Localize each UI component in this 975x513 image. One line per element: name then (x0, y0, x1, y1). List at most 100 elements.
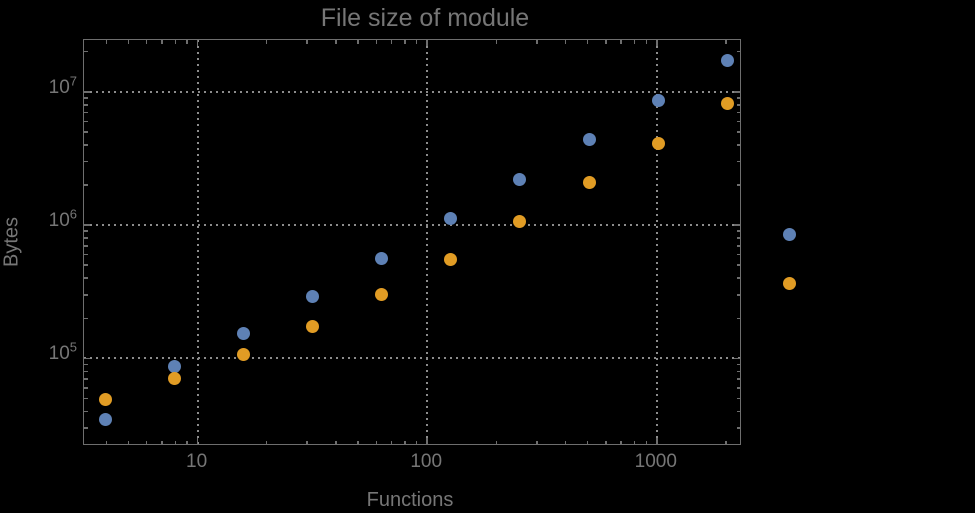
y-tick (736, 294, 740, 296)
x-tick (196, 438, 199, 444)
y-tick (84, 294, 88, 296)
x-tick (390, 40, 393, 44)
data-point-series-orange-x64 (375, 288, 389, 302)
y-tick (84, 378, 88, 380)
data-point-series-orange-x128 (444, 253, 458, 267)
data-point-series-blue-x64 (375, 252, 389, 266)
y-tick-label-1e5: 105 (0, 340, 77, 365)
y-tick (84, 277, 88, 279)
y-tick (736, 237, 740, 239)
data-point-series-orange-x32 (306, 320, 320, 334)
y-tick (84, 410, 88, 413)
x-gridline-10 (196, 40, 199, 444)
y-tick (736, 50, 740, 53)
x-tick (145, 40, 148, 44)
y-tick (736, 104, 740, 106)
x-tick (357, 440, 359, 444)
chart-title: File size of module (320, 4, 530, 32)
x-tick (265, 40, 268, 44)
data-point-series-blue-x2048 (720, 54, 734, 68)
x-tick (415, 40, 418, 44)
x-tick (357, 40, 359, 44)
x-tick (426, 438, 428, 444)
y-tick-label-1e6: 106 (0, 206, 77, 232)
y-tick (736, 97, 740, 99)
x-tick (633, 40, 636, 44)
x-tick (335, 440, 337, 444)
x-tick (174, 40, 177, 44)
y-tick-label-1e7: 107 (0, 75, 77, 99)
y-tick-exponent: 6 (69, 206, 77, 222)
y-tick (84, 370, 88, 373)
y-tick (84, 131, 88, 133)
y-tick (84, 427, 88, 429)
data-point-series-blue-x1024 (651, 93, 665, 107)
y-tick (736, 363, 740, 366)
data-point-series-orange-x1024 (651, 136, 665, 150)
x-tick (186, 40, 188, 44)
x-tick (656, 40, 658, 46)
y-tick (84, 357, 90, 360)
y-tick (734, 91, 740, 93)
x-tick (605, 40, 607, 44)
y-tick (84, 104, 88, 106)
data-point-series-orange-x2048 (720, 97, 734, 111)
y-gridline-1e7 (84, 90, 740, 93)
x-tick (196, 40, 199, 46)
x-tick (127, 440, 130, 444)
x-tick-label-1000: 1000 (634, 451, 677, 472)
x-tick (656, 438, 658, 444)
y-tick (84, 230, 88, 232)
x-tick (375, 440, 378, 444)
x-tick (586, 40, 589, 44)
y-tick-base: 10 (48, 210, 70, 232)
x-tick (415, 440, 418, 444)
x-tick (105, 40, 107, 44)
y-tick (736, 111, 740, 114)
y-tick (734, 357, 740, 360)
y-gridline-1e5 (84, 357, 740, 360)
y-tick (734, 224, 740, 226)
x-tick (645, 40, 648, 44)
y-tick-exponent: 5 (69, 340, 77, 356)
x-tick (645, 440, 648, 444)
y-tick-base: 10 (48, 343, 70, 365)
y-tick (84, 363, 88, 366)
data-point-series-orange-x8 (167, 371, 181, 385)
data-point-series-blue-x512 (582, 133, 596, 147)
x-tick (174, 440, 177, 444)
x-tick (186, 440, 188, 444)
y-tick (84, 245, 88, 247)
y-tick (84, 120, 88, 123)
x-tick (265, 440, 268, 444)
y-tick (84, 97, 88, 99)
y-tick (84, 387, 88, 389)
x-gridline-1000 (655, 40, 658, 444)
x-tick-label-10: 10 (186, 451, 208, 472)
y-tick (736, 317, 740, 319)
y-tick (736, 427, 740, 429)
data-point-series-blue-x32 (306, 290, 320, 304)
data-point-series-orange-x4 (98, 393, 112, 407)
y-tick (84, 160, 88, 163)
x-tick (586, 440, 589, 444)
y-tick (736, 131, 740, 133)
plot-frame (83, 39, 741, 445)
x-tick (161, 440, 163, 444)
y-tick (84, 317, 88, 319)
x-tick (145, 440, 148, 444)
y-gridline-1e6 (84, 224, 740, 227)
x-tick (404, 440, 406, 444)
x-tick (161, 40, 163, 44)
data-point-series-blue-x4 (98, 413, 112, 427)
x-axis-label: Functions (366, 489, 454, 511)
y-tick (736, 230, 740, 232)
x-tick (426, 40, 428, 46)
x-tick (404, 40, 406, 44)
x-tick (605, 440, 607, 444)
y-tick (736, 277, 740, 279)
x-tick (390, 440, 393, 444)
y-tick (736, 144, 740, 146)
y-tick (84, 237, 88, 239)
